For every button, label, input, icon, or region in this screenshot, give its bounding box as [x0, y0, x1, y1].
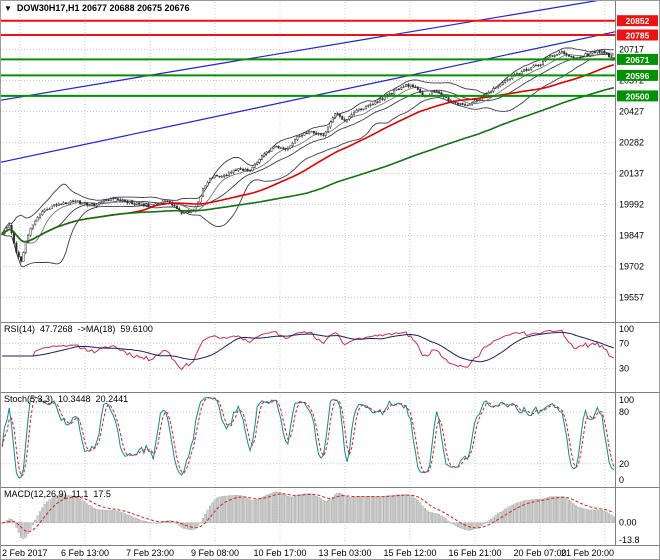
- macd-signal-line: [2, 493, 614, 533]
- price-level-badge-label: 20596: [626, 71, 650, 81]
- stoch-label: Stoch(5,3,3): [4, 394, 54, 404]
- candles: [1, 49, 615, 264]
- time-axis-label: 10 Feb 17:00: [253, 548, 307, 558]
- indicator-axis-label: 100: [619, 395, 634, 405]
- stoch-title: Stoch(5,3,3) 10.3448 20.2441: [4, 394, 133, 404]
- price-axis-label: 20717: [619, 45, 644, 55]
- fast-ma-line: [1, 52, 614, 244]
- time-axis-label: 6 Feb 13:00: [60, 548, 110, 558]
- price-axis-label: 20137: [619, 169, 644, 179]
- trendline[interactable]: [0, 0, 615, 101]
- time-axis: 2 Feb 2017 6 Feb 13:00 7 Feb 23:00 9 Feb 08…: [0, 545, 660, 560]
- main-chart[interactable]: 2071720572204272028220137199921984719702…: [0, 0, 660, 322]
- price-level-badge-label: 20852: [626, 16, 650, 26]
- price-level-badge: [617, 15, 658, 27]
- price-level-badge: [617, 53, 658, 65]
- indicator-axis-label: 0.00: [619, 518, 637, 528]
- trendline[interactable]: [0, 31, 616, 163]
- stoch-panel[interactable]: 100 80 20 0: [0, 392, 660, 487]
- chart-symbol-dropdown-icon[interactable]: ▼: [4, 4, 12, 13]
- rsi-line: [2, 329, 615, 371]
- rsi-ma-line: [2, 331, 614, 363]
- macd-histogram: [1, 491, 615, 540]
- bollinger-band: [1, 47, 614, 235]
- time-axis-label: 13 Feb 03:00: [318, 548, 372, 558]
- price-level-badge-label: 20500: [626, 91, 650, 101]
- price-axis-label: 19992: [619, 200, 644, 210]
- rsi-ma-value: 59.6100: [120, 324, 153, 334]
- price-axis-label: 20427: [619, 107, 644, 117]
- time-axis-label: 16 Feb 21:00: [448, 548, 502, 558]
- price-level-badge: [617, 69, 658, 81]
- red-ma-line: [1, 64, 615, 243]
- macd-title: MACD(12,26,9) 11.1 17.5: [4, 489, 116, 499]
- macd-panel[interactable]: 0.00 -13.8: [0, 487, 660, 545]
- price-level-badge-label: 20671: [626, 55, 650, 65]
- macd-value: 11.1: [71, 489, 89, 499]
- rsi-ma-label: ->MA(18): [77, 324, 116, 334]
- rsi-label: RSI(14): [4, 324, 36, 334]
- rsi-value: 47.7268: [40, 324, 73, 334]
- price-axis-label: 19557: [619, 293, 644, 303]
- rsi-panel[interactable]: 100 70 30: [0, 322, 660, 392]
- price-level-badge-label: 20785: [626, 31, 650, 41]
- indicator-axis-label: 30: [619, 363, 629, 373]
- price-level-badge: [617, 29, 658, 41]
- macd-signal-value: 17.5: [93, 489, 111, 499]
- indicator-axis-label: 0: [619, 475, 624, 485]
- stoch-d-line: [1, 396, 615, 477]
- rsi-title: RSI(14) 47.7268 ->MA(18) 59.6100: [4, 324, 158, 334]
- price-axis-label: 19847: [619, 231, 644, 241]
- time-axis-label: 9 Feb 08:00: [190, 548, 240, 558]
- time-axis-label: 15 Feb 12:00: [383, 548, 437, 558]
- chart-title: DOW30H17,H1 20677 20688 20675 20676: [16, 3, 190, 13]
- price-level-badge: [617, 90, 658, 102]
- indicator-axis-label: 100: [619, 324, 634, 334]
- stoch-k-value: 10.3448: [58, 394, 91, 404]
- bollinger-band: [1, 58, 614, 268]
- indicator-axis-label: 80: [619, 407, 629, 417]
- time-axis-label: 21 Feb 20:00: [560, 548, 614, 558]
- bollinger-band: [1, 53, 614, 243]
- time-axis-label: 20 Feb 07:00: [513, 548, 567, 558]
- green-ma-line: [1, 86, 615, 243]
- indicator-axis-label: -13.8: [619, 535, 640, 545]
- chart-title-bar: ▼ DOW30H17,H1 20677 20688 20675 20676: [4, 3, 195, 13]
- indicator-axis-label: 20: [619, 459, 629, 469]
- time-axis-label: 2 Feb 2017: [2, 548, 48, 558]
- stoch-k-line: [1, 396, 615, 479]
- indicator-axis-label: 70: [619, 339, 629, 349]
- time-axis-label: 7 Feb 23:00: [125, 548, 175, 558]
- price-axis-label: 20282: [619, 138, 644, 148]
- price-axis-label: 19702: [619, 262, 644, 272]
- macd-label: MACD(12,26,9): [4, 489, 67, 499]
- stoch-d-value: 20.2441: [95, 394, 129, 404]
